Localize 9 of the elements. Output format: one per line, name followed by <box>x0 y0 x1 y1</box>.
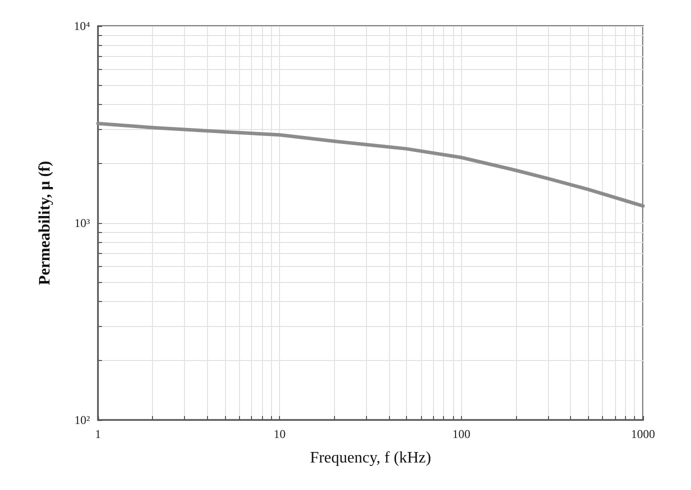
x-tick-label: 100 <box>452 427 470 441</box>
x-tick-label: 10 <box>274 427 286 441</box>
y-tick-label: 10³ <box>74 216 90 230</box>
x-axis-title: Frequency, f (kHz) <box>310 450 432 466</box>
x-tick-label: 1000 <box>631 427 655 441</box>
y-tick-label: 10² <box>74 413 90 427</box>
x-tick-label: 1 <box>95 427 101 441</box>
y-tick-label: 10⁴ <box>74 19 90 33</box>
y-axis-title: Permeability, μ (f) <box>36 160 54 286</box>
